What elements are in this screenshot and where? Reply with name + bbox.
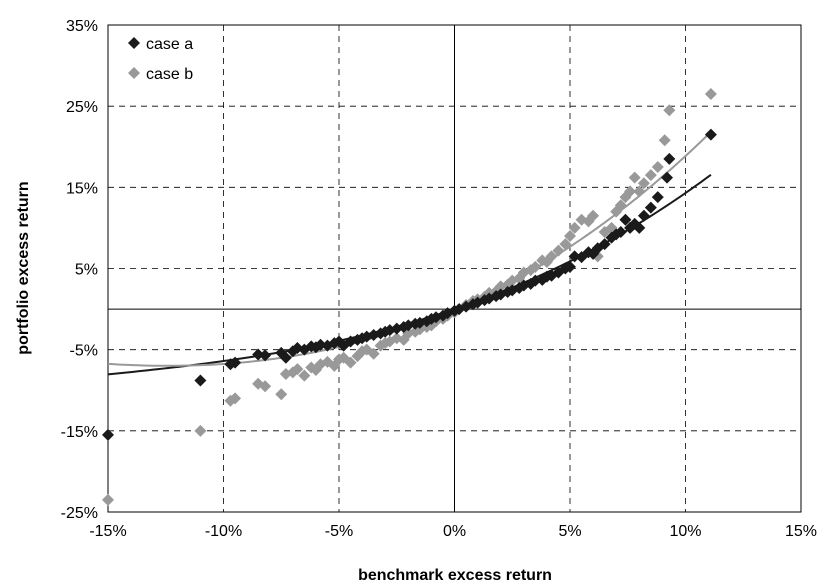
legend-item-case-a: case a xyxy=(128,36,193,53)
y-tick-label: -25% xyxy=(61,505,98,522)
data-point xyxy=(552,244,565,257)
legend-label-case-a: case a xyxy=(146,36,193,53)
y-tick-label: 5% xyxy=(75,262,98,279)
data-point xyxy=(704,128,717,141)
x-tick-labels: -15% -10% -5% 0% 5% 10% 15% xyxy=(89,523,817,540)
data-point xyxy=(704,87,717,100)
x-tick-label: -10% xyxy=(205,523,242,540)
data-point xyxy=(651,161,664,174)
data-point xyxy=(229,392,242,405)
data-point xyxy=(102,428,114,441)
data-point xyxy=(658,134,671,147)
data-points xyxy=(102,87,717,506)
y-tick-label: 35% xyxy=(66,18,98,35)
x-tick-label: -5% xyxy=(325,523,353,540)
legend-label-case-b: case b xyxy=(146,66,193,83)
x-axis-title: benchmark excess return xyxy=(358,567,552,584)
data-point xyxy=(564,260,576,273)
y-tick-label: 15% xyxy=(66,180,98,197)
x-tick-label: 0% xyxy=(443,523,466,540)
legend-marker-case-b xyxy=(128,67,140,79)
x-tick-label: -15% xyxy=(89,523,126,540)
data-point xyxy=(259,349,272,362)
data-point xyxy=(568,250,581,263)
data-point xyxy=(229,356,242,369)
data-point xyxy=(367,347,380,360)
data-point xyxy=(624,185,637,198)
data-point xyxy=(637,177,650,190)
data-point xyxy=(279,351,292,364)
legend-marker-case-a xyxy=(128,37,140,49)
series-case-b xyxy=(102,87,717,506)
data-point xyxy=(291,363,304,376)
data-point xyxy=(637,209,650,222)
data-point xyxy=(545,250,558,263)
data-point xyxy=(568,221,581,234)
legend-item-case-b: case b xyxy=(128,66,193,83)
data-point xyxy=(529,260,542,273)
data-point xyxy=(614,199,627,212)
data-point xyxy=(344,356,357,369)
data-point xyxy=(102,493,114,506)
y-tick-label: -5% xyxy=(70,343,98,360)
data-point xyxy=(591,250,604,263)
x-tick-label: 15% xyxy=(785,523,817,540)
data-point xyxy=(661,171,674,184)
x-tick-label: 5% xyxy=(558,523,581,540)
data-point xyxy=(598,238,611,251)
data-point xyxy=(252,348,265,361)
data-point xyxy=(275,388,288,401)
data-point xyxy=(314,338,327,351)
data-point xyxy=(194,424,207,437)
data-point xyxy=(259,380,272,393)
data-point xyxy=(628,171,641,184)
y-axis-title: portfolio excess return xyxy=(15,181,32,354)
data-point xyxy=(633,221,646,234)
data-point xyxy=(663,104,676,117)
data-point xyxy=(614,225,627,238)
data-point xyxy=(559,238,572,251)
data-point xyxy=(663,152,676,165)
data-point xyxy=(564,230,576,243)
data-point xyxy=(298,369,311,382)
data-point xyxy=(644,201,657,214)
data-point xyxy=(529,274,542,287)
y-tick-labels: -25% -15% -5% 5% 15% 25% 35% xyxy=(61,18,98,522)
data-point xyxy=(644,169,657,182)
y-tick-label: -15% xyxy=(61,424,98,441)
y-tick-label: 25% xyxy=(66,99,98,116)
series-case-a xyxy=(102,128,717,441)
data-point xyxy=(194,374,207,387)
data-point xyxy=(633,185,646,198)
x-tick-label: 10% xyxy=(669,523,701,540)
legend: case a case b xyxy=(128,36,193,83)
data-point xyxy=(587,209,600,222)
data-point xyxy=(651,191,664,204)
data-point xyxy=(619,213,632,226)
